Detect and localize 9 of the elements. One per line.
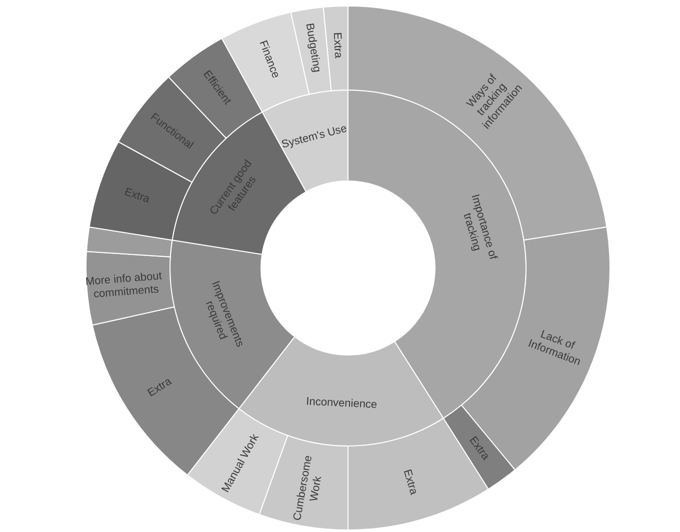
slice-label: Budgeting: [303, 22, 323, 74]
slice-label: More info about commitments: [85, 270, 166, 301]
slice-label: Extra: [400, 468, 420, 497]
slice-label: Cumbersome Work: [291, 452, 324, 522]
slice-label: System's Use: [280, 122, 348, 151]
slice-label: Inconvenience: [306, 396, 378, 412]
slice-label: Finance: [256, 38, 282, 80]
slice-label: Extra: [146, 375, 175, 400]
slice-label: Extra: [330, 32, 344, 60]
